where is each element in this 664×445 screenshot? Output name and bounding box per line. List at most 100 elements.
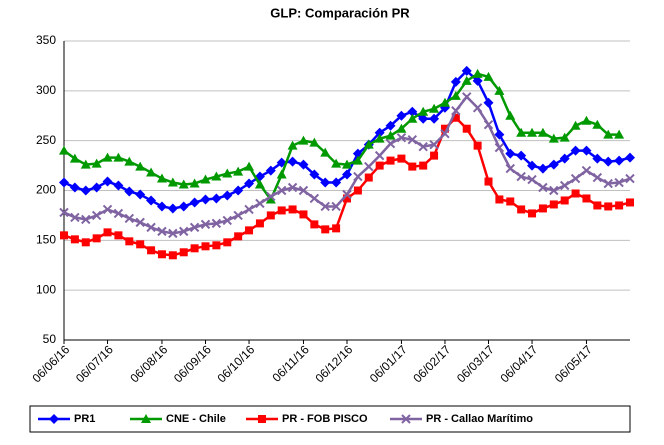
marker: [234, 232, 243, 241]
marker: [462, 92, 472, 102]
marker: [59, 207, 69, 218]
marker: [581, 115, 592, 125]
marker: [570, 145, 581, 156]
marker: [419, 161, 428, 170]
marker: [342, 169, 352, 180]
marker: [113, 152, 124, 162]
marker: [211, 193, 222, 204]
marker: [537, 163, 548, 174]
marker: [401, 414, 411, 424]
marker: [59, 177, 69, 188]
marker: [91, 182, 102, 193]
marker: [461, 65, 472, 76]
marker: [516, 171, 526, 182]
marker: [582, 194, 591, 203]
marker: [538, 182, 548, 193]
marker: [614, 129, 625, 139]
marker: [265, 165, 276, 176]
marker: [592, 153, 603, 164]
marker: [385, 130, 396, 140]
marker: [189, 222, 200, 233]
marker: [429, 139, 439, 150]
marker: [178, 201, 189, 212]
marker: [472, 75, 483, 86]
marker: [298, 185, 309, 196]
marker: [614, 177, 624, 188]
marker: [451, 113, 460, 122]
marker: [91, 210, 102, 221]
marker: [593, 201, 602, 210]
marker: [309, 169, 320, 180]
marker: [135, 189, 146, 200]
marker: [168, 251, 177, 260]
marker: [201, 242, 210, 251]
marker: [59, 145, 69, 155]
marker: [505, 110, 516, 120]
marker: [429, 113, 440, 124]
marker: [472, 103, 483, 113]
marker: [277, 206, 286, 215]
marker: [320, 147, 331, 157]
x-tick-label: 06/01/17: [367, 342, 410, 385]
marker: [266, 191, 276, 202]
marker: [559, 180, 570, 191]
marker: [418, 106, 429, 116]
marker: [331, 158, 342, 168]
marker: [483, 120, 494, 130]
marker: [81, 214, 91, 225]
marker: [70, 212, 80, 223]
marker: [385, 138, 396, 149]
marker: [124, 213, 135, 224]
marker: [265, 194, 276, 204]
marker: [548, 159, 559, 170]
chart-title: GLP: Comparación PR: [270, 5, 410, 20]
marker: [559, 132, 570, 142]
marker: [352, 155, 363, 165]
marker: [440, 124, 449, 133]
marker: [60, 231, 68, 240]
marker: [439, 97, 450, 107]
marker: [258, 415, 266, 423]
marker: [178, 179, 189, 189]
y-tick-label: 150: [36, 233, 56, 247]
marker: [200, 219, 211, 230]
marker: [102, 204, 113, 215]
marker: [516, 127, 527, 137]
marker: [440, 128, 450, 139]
marker: [167, 203, 178, 214]
marker: [331, 177, 342, 188]
marker: [430, 151, 439, 160]
x-tick-label: 06/12/16: [312, 342, 355, 385]
marker: [396, 132, 407, 143]
y-tick-label: 200: [36, 183, 56, 197]
marker: [141, 414, 151, 423]
x-tick-label: 06/03/17: [454, 342, 497, 385]
marker: [211, 218, 222, 229]
marker: [299, 210, 308, 219]
marker: [102, 176, 113, 187]
marker: [353, 171, 363, 182]
marker: [570, 120, 581, 130]
marker: [450, 90, 461, 100]
marker: [332, 224, 341, 233]
marker: [200, 174, 211, 184]
marker: [69, 182, 80, 193]
x-tick-label: 06/06/16: [29, 342, 72, 385]
marker: [407, 134, 418, 145]
marker: [233, 185, 244, 196]
marker: [223, 238, 232, 247]
marker: [298, 135, 309, 145]
marker: [581, 145, 592, 156]
x-tick-label: 06/04/17: [497, 342, 540, 385]
marker: [254, 171, 265, 182]
marker: [233, 166, 244, 176]
marker: [179, 226, 189, 237]
marker: [147, 246, 156, 255]
marker: [397, 154, 406, 163]
marker: [167, 177, 178, 187]
marker: [615, 201, 624, 210]
marker: [374, 150, 385, 161]
marker: [266, 211, 275, 220]
marker: [255, 198, 265, 209]
marker: [70, 235, 79, 244]
